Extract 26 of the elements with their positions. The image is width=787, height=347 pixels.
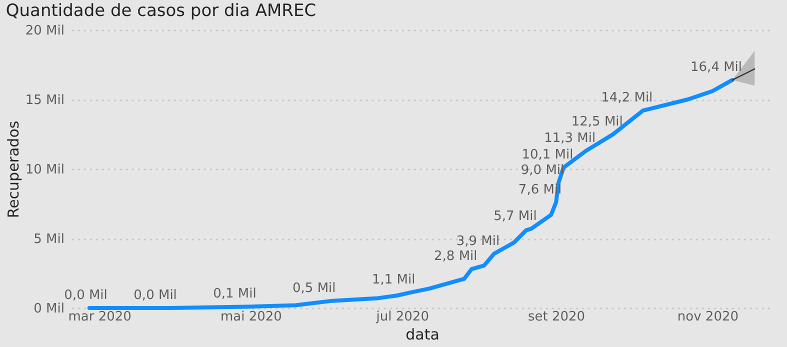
- data-label: 2,8 Mil: [434, 249, 478, 264]
- x-tick-label: jul 2020: [375, 310, 429, 324]
- data-label: 0,0 Mil: [64, 288, 108, 303]
- x-axis-title: data: [406, 326, 440, 344]
- x-tick-label: nov 2020: [677, 310, 739, 324]
- y-tick-label: 20 Mil: [25, 24, 64, 38]
- chart-title: Quantidade de casos por dia AMREC: [6, 1, 316, 21]
- data-label: 14,2 Mil: [601, 90, 653, 106]
- data-label: 10,1 Mil: [522, 148, 574, 163]
- x-tick-label: set 2020: [528, 310, 586, 324]
- data-label: 12,5 Mil: [571, 114, 623, 130]
- data-label: 11,3 Mil: [544, 130, 596, 146]
- y-tick-label: 5 Mil: [34, 232, 64, 247]
- x-tick-label: mai 2020: [220, 310, 282, 324]
- y-tick-label: 10 Mil: [25, 162, 64, 178]
- y-axis-title: Recuperados: [4, 120, 22, 218]
- data-label: 16,4 Mil: [690, 60, 742, 76]
- y-tick-label: 15 Mil: [25, 93, 64, 108]
- data-label: 0,5 Mil: [292, 281, 336, 296]
- data-label: 0,1 Mil: [213, 286, 256, 302]
- data-label: 3,9 Mil: [456, 234, 500, 249]
- data-label: 1,1 Mil: [372, 272, 416, 288]
- x-tick-label: mar 2020: [68, 310, 132, 324]
- data-label: 0,0 Mil: [134, 288, 177, 303]
- data-label: 5,7 Mil: [494, 208, 537, 224]
- y-tick-label: 0 Mil: [34, 302, 64, 316]
